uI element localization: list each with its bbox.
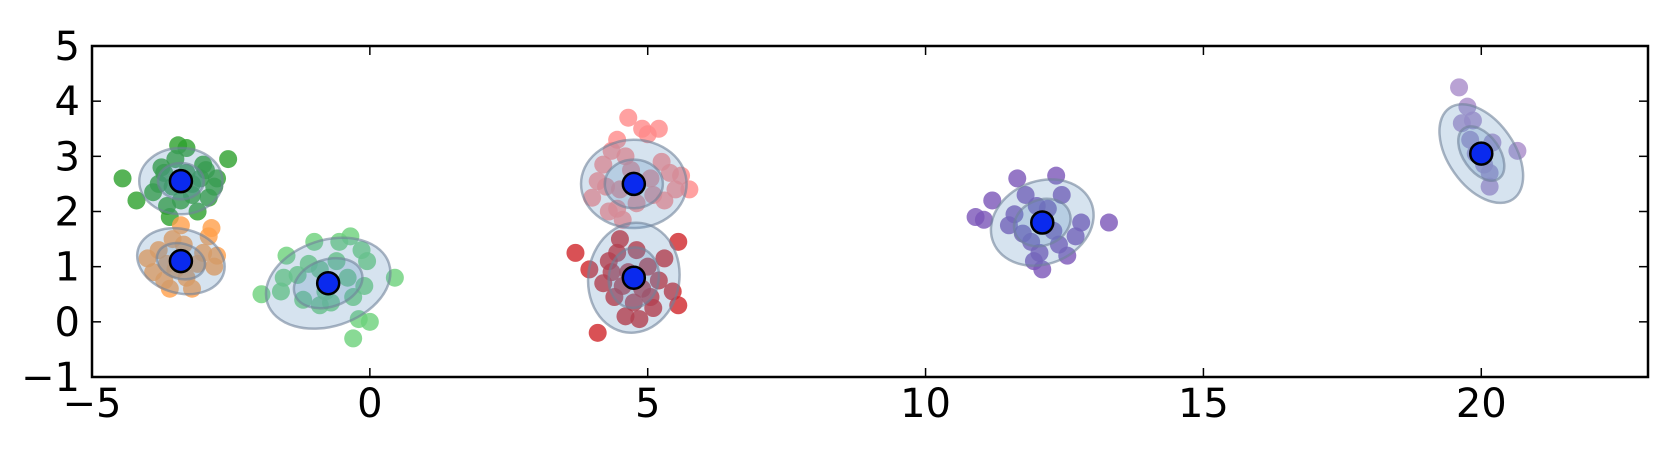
data-point-3-8	[619, 108, 638, 127]
data-point-5-6	[1016, 185, 1035, 204]
data-point-4-22	[630, 310, 649, 329]
y-tick-label: 2	[55, 190, 80, 236]
x-tick-label: 15	[1178, 381, 1229, 427]
cluster-mean-6	[1469, 141, 1494, 166]
x-tick-label: 20	[1456, 381, 1507, 427]
data-point-6-8	[1480, 177, 1499, 196]
data-point-0-13	[219, 150, 238, 169]
data-point-0-22	[152, 158, 171, 177]
y-tick-label: 0	[55, 300, 80, 346]
data-point-5-18	[1099, 213, 1118, 232]
y-axis: −1 0 1 2 3 4 5	[21, 24, 1648, 401]
data-point-4-0	[566, 243, 585, 262]
data-point-4-15	[655, 249, 674, 268]
data-point-3-24	[608, 199, 627, 218]
data-point-4-6	[610, 230, 629, 249]
data-point-2-19	[341, 227, 360, 246]
data-point-6-0	[1450, 78, 1469, 97]
data-point-6-6	[1480, 163, 1499, 182]
cluster-mean-2	[315, 270, 341, 296]
data-point-2-10	[327, 252, 346, 271]
data-point-2-1	[271, 282, 290, 301]
data-point-2-17	[360, 312, 379, 331]
data-point-5-16	[1066, 227, 1085, 246]
cluster-mean-4	[621, 265, 647, 290]
data-point-6-2	[1458, 97, 1477, 116]
data-point-5-9	[1030, 243, 1049, 262]
data-point-4-2	[588, 323, 607, 342]
data-point-3-20	[649, 119, 668, 138]
x-tick-label: 0	[357, 381, 382, 427]
data-point-0-0	[113, 169, 132, 188]
data-point-4-19	[602, 263, 621, 282]
x-tick-label: 5	[635, 381, 660, 427]
data-point-2-15	[355, 276, 374, 295]
data-point-5-4	[1005, 205, 1024, 224]
cluster-mean-1	[168, 248, 194, 274]
data-point-2-22	[310, 296, 329, 315]
y-tick-label: 5	[55, 24, 80, 70]
y-tick-label: −1	[21, 355, 80, 401]
data-point-5-5	[1008, 169, 1027, 188]
data-point-5-21	[1049, 235, 1068, 254]
ellipse-layer	[135, 103, 1525, 334]
data-point-0-1	[127, 191, 146, 210]
data-point-2-23	[338, 268, 357, 287]
cluster-mean-3	[621, 171, 647, 197]
data-point-3-0	[583, 188, 602, 207]
y-tick-label: 1	[55, 245, 80, 291]
data-point-5-17	[1072, 213, 1091, 232]
data-point-2-16	[358, 252, 377, 271]
data-point-2-5	[294, 290, 313, 309]
data-point-1-11	[202, 219, 221, 238]
data-point-1-13	[208, 246, 227, 265]
x-tick-label: 10	[900, 381, 951, 427]
data-point-3-17	[666, 180, 685, 199]
data-point-2-2	[274, 268, 293, 287]
mean-layer	[168, 141, 1494, 296]
data-point-3-2	[594, 155, 613, 174]
data-point-1-16	[188, 254, 207, 273]
cluster-mean-0	[168, 168, 194, 194]
data-point-5-2	[983, 191, 1002, 210]
data-point-4-10	[627, 241, 646, 260]
x-axis: −5 0 5 10 15 20	[63, 46, 1507, 427]
x-tick-label: −5	[63, 381, 122, 427]
y-tick-label: 4	[55, 79, 80, 125]
data-point-6-10	[1463, 111, 1482, 130]
data-point-4-7	[616, 307, 635, 326]
data-point-4-23	[608, 243, 627, 262]
cluster-mean-5	[1030, 210, 1055, 235]
y-tick-label: 3	[55, 134, 80, 180]
plot-area	[113, 78, 1527, 348]
data-point-5-1	[974, 210, 993, 229]
data-point-2-20	[344, 329, 363, 348]
